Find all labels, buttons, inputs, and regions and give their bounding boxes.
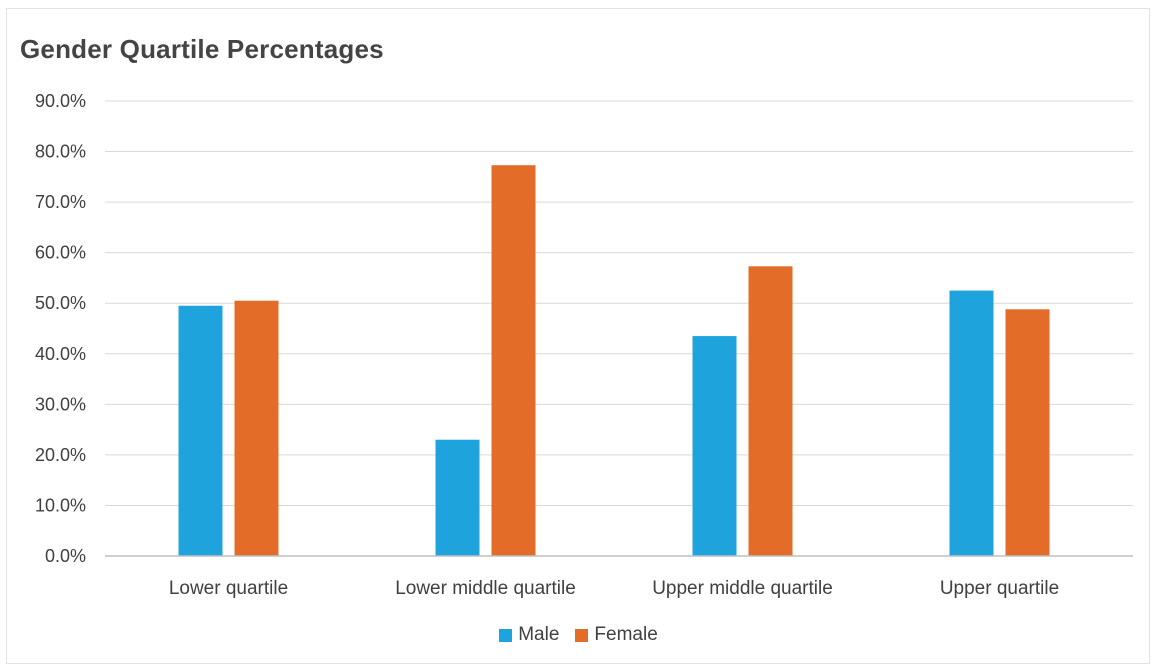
y-tick-label: 80.0% [35, 142, 86, 162]
legend-swatch-female [575, 628, 589, 642]
bar-male-upper-middle-quartile [692, 336, 737, 556]
y-tick-label: 60.0% [35, 243, 86, 263]
chart-title: Gender Quartile Percentages [20, 34, 384, 64]
y-tick-label: 50.0% [35, 293, 86, 313]
y-tick-label: 10.0% [35, 495, 86, 515]
bar-female-upper-middle-quartile [748, 266, 793, 556]
x-axis-category-labels: Lower quartile Lower middle quartile Upper… [169, 578, 1059, 599]
x-category-label: Lower middle quartile [395, 578, 576, 599]
y-axis-tick-labels: 0.0% 10.0% 20.0% 30.0% 40.0% 50.0% 60.0% 70.0% 8… [35, 91, 86, 566]
legend: Male Female [0, 624, 1157, 646]
bar-female-lower-middle-quartile [491, 165, 536, 556]
bar-female-lower-quartile [234, 300, 279, 556]
bar-male-lower-middle-quartile [435, 439, 480, 556]
legend-item-male: Male [499, 624, 559, 646]
bar-male-lower-quartile [178, 305, 223, 556]
x-category-label: Upper quartile [940, 578, 1059, 599]
y-tick-label: 30.0% [35, 394, 86, 414]
y-tick-label: 90.0% [35, 91, 86, 111]
x-category-label: Upper middle quartile [652, 578, 833, 599]
legend-label-male: Male [518, 624, 560, 645]
bar-male-upper-quartile [949, 290, 994, 556]
y-tick-label: 20.0% [35, 445, 86, 465]
legend-label-female: Female [594, 624, 658, 645]
y-tick-label: 0.0% [45, 546, 86, 566]
legend-swatch-male [499, 628, 513, 642]
x-category-label: Lower quartile [169, 578, 288, 599]
y-tick-label: 40.0% [35, 344, 86, 364]
y-tick-label: 70.0% [35, 192, 86, 212]
legend-item-female: Female [575, 624, 658, 646]
bars [178, 165, 1050, 556]
bar-female-upper-quartile [1005, 309, 1050, 556]
